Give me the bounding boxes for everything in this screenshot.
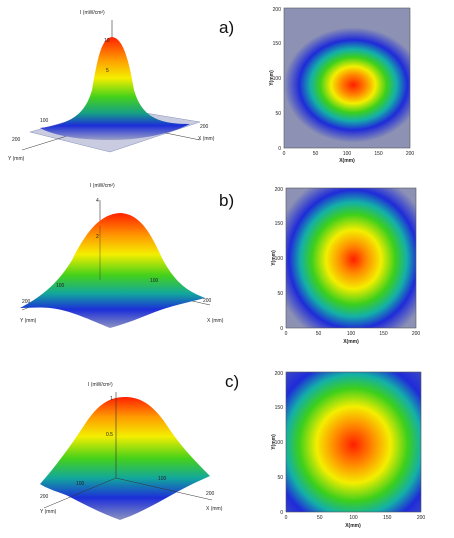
x-tick: 200 xyxy=(417,515,426,521)
x-tick: 0 xyxy=(285,515,288,521)
x-tick: 50 xyxy=(317,515,323,521)
panel-label-a: a) xyxy=(219,18,235,37)
panel-a: I (mW/cm²) 10 5 100 200 200 X (mm) Y (mm… xyxy=(0,0,454,170)
x-axis-label: X (mm) xyxy=(198,136,215,142)
z-axis-label: I (mW/cm²) xyxy=(88,382,113,388)
y-tick: 50 xyxy=(277,475,283,481)
y-axis-label: Y (mm) xyxy=(40,509,57,515)
x-tick: 200 xyxy=(203,298,212,304)
heatmap-c: 0 50 100 150 200 0 50 100 150 200 X(mm) … xyxy=(271,371,426,529)
y-tick: 200 xyxy=(273,7,282,13)
z-tick: 1 xyxy=(110,396,113,402)
surface-peak xyxy=(20,213,205,328)
y-axis-title: Y(mm) xyxy=(271,434,277,450)
z-tick: 0.5 xyxy=(106,432,113,438)
y-tick: 100 xyxy=(273,76,282,82)
x-tick: 0 xyxy=(283,151,286,157)
mid-tick: 100 xyxy=(40,118,49,124)
x-ticks: 0 50 100 150 200 xyxy=(283,151,415,157)
mid-tick: 100 xyxy=(150,278,159,284)
heatmap-frame xyxy=(283,7,411,149)
x-tick: 50 xyxy=(316,331,322,337)
panel-label-b: b) xyxy=(219,191,235,210)
x-axis-title: X(mm) xyxy=(339,158,355,164)
panel-label-c: c) xyxy=(225,372,240,391)
surface-peak xyxy=(40,397,210,520)
z-axis-label: I (mW/cm²) xyxy=(80,10,105,16)
y-tick: 0 xyxy=(280,326,283,332)
surface-plot-b: I (mW/cm²) 4 2 100 100 200 200 X (mm) Y … xyxy=(20,183,224,328)
x-tick: 50 xyxy=(313,151,319,157)
y-tick: 200 xyxy=(12,137,21,143)
z-tick: 10 xyxy=(104,38,110,44)
y-tick: 200 xyxy=(275,371,284,377)
z-tick: 2 xyxy=(96,234,99,240)
y-axis-title: Y(mm) xyxy=(271,250,277,266)
z-tick: 5 xyxy=(106,68,109,74)
x-tick: 100 xyxy=(347,331,356,337)
x-ticks: 0 50 100 150 200 xyxy=(285,331,421,337)
x-axis xyxy=(115,477,213,501)
heatmap-a: 0 50 100 150 200 0 50 100 150 200 X(mm) … xyxy=(269,7,415,164)
y-tick: 50 xyxy=(277,291,283,297)
y-tick: 0 xyxy=(280,510,283,516)
surface-peak xyxy=(40,37,190,140)
y-tick: 0 xyxy=(278,146,281,152)
heatmap-b: 0 50 100 150 200 0 50 100 150 200 X(mm) … xyxy=(271,187,421,345)
panel-c: I (mW/cm²) 1 0.5 100 100 200 200 X (mm) … xyxy=(0,352,454,529)
mid-tick: 100 xyxy=(158,476,167,482)
y-tick: 150 xyxy=(275,221,284,227)
x-axis-title: X(mm) xyxy=(343,339,359,345)
x-tick: 150 xyxy=(383,515,392,521)
y-axis-label: Y (mm) xyxy=(20,318,37,324)
y-tick: 200 xyxy=(22,299,31,305)
surface-plot-a: I (mW/cm²) 10 5 100 200 200 X (mm) Y (mm… xyxy=(8,10,215,162)
y-tick: 50 xyxy=(275,111,281,117)
x-tick: 200 xyxy=(200,124,209,130)
y-tick: 150 xyxy=(275,405,284,411)
heatmap-field xyxy=(286,188,416,328)
x-tick: 100 xyxy=(343,151,352,157)
y-ticks: 0 50 100 150 200 xyxy=(273,7,282,152)
x-tick: 150 xyxy=(374,151,383,157)
x-tick: 0 xyxy=(285,331,288,337)
y-tick: 100 xyxy=(275,256,284,262)
y-tick: 150 xyxy=(273,41,282,47)
x-tick: 200 xyxy=(406,151,415,157)
x-tick: 100 xyxy=(349,515,358,521)
x-axis-label: X (mm) xyxy=(207,318,224,324)
heatmap-frame xyxy=(285,371,422,513)
x-axis-label: X (mm) xyxy=(206,506,223,512)
y-axis xyxy=(43,477,117,509)
mid-tick: 100 xyxy=(76,481,85,487)
heatmap-field xyxy=(284,8,410,148)
y-axis-label: Y (mm) xyxy=(8,156,25,162)
y-tick: 100 xyxy=(275,440,284,446)
x-axis-title: X(mm) xyxy=(345,523,361,529)
y-ticks: 0 50 100 150 200 xyxy=(275,187,284,332)
y-ticks: 0 50 100 150 200 xyxy=(275,371,284,516)
heatmap-frame xyxy=(285,187,417,329)
heatmap-field xyxy=(286,372,421,512)
z-tick: 4 xyxy=(96,198,99,204)
surface-plot-c: I (mW/cm²) 1 0.5 100 100 200 200 X (mm) … xyxy=(40,382,223,520)
x-tick: 200 xyxy=(206,491,215,497)
x-tick: 150 xyxy=(379,331,388,337)
x-ticks: 0 50 100 150 200 xyxy=(285,515,426,521)
y-axis-title: Y(mm) xyxy=(269,70,275,86)
panel-b: I (mW/cm²) 4 2 100 100 200 200 X (mm) Y … xyxy=(0,170,454,352)
y-tick: 200 xyxy=(40,494,49,500)
x-tick: 200 xyxy=(412,331,421,337)
mid-tick: 100 xyxy=(56,283,65,289)
z-axis-label: I (mW/cm²) xyxy=(90,183,115,189)
y-tick: 200 xyxy=(275,187,284,193)
